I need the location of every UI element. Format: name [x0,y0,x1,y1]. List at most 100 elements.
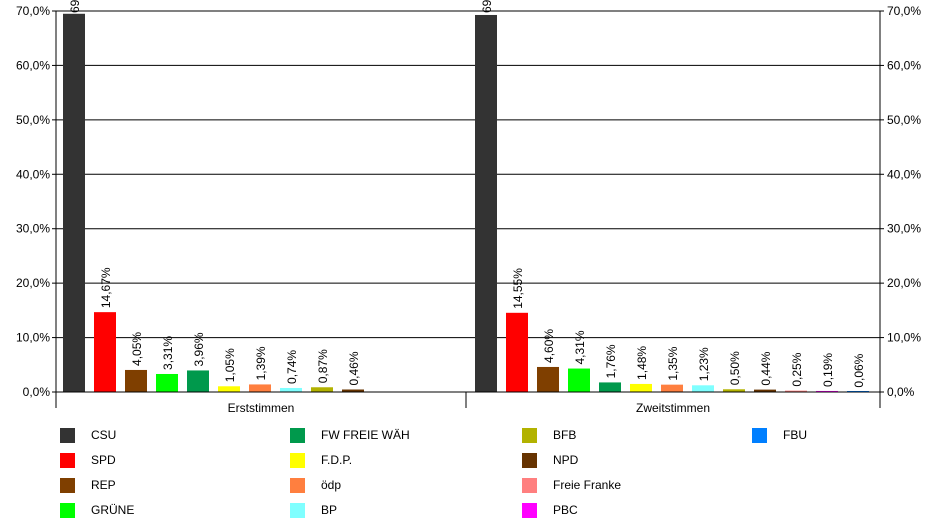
bar-0-3 [156,373,178,392]
legend-label: PBC [553,503,578,517]
bar-0-0 [63,13,85,393]
data-label: 14,55% [511,268,525,309]
data-label: 0,87% [316,349,330,383]
legend-swatch [290,502,305,518]
y-tick-label-left: 70,0% [16,4,50,18]
data-label: 0,25% [790,352,804,386]
data-label: 0,06% [852,353,866,387]
legend-label: CSU [91,428,117,442]
bar-1-8 [723,389,745,392]
legend-item: FW FREIE WÄH [290,426,410,444]
data-label: 4,60% [542,329,556,363]
axes [52,10,884,408]
legend-item: PBC [522,501,578,519]
legend-item: REP [60,476,116,494]
bar-0-7 [280,387,302,392]
legend-label: F.D.P. [321,453,353,467]
legend-item: F.D.P. [290,451,352,469]
data-label: 69,49% [68,0,82,13]
y-tick-label-left: 20,0% [16,276,50,290]
legend-swatch [522,477,537,493]
legend-label: BP [321,503,338,517]
bar-1-1 [506,312,528,392]
data-label: 69,27% [480,0,494,13]
labels: 0,0% 0,0% 10,0% 10,0% 20,0% 20,0% 30,0% 30,0% 40… [16,0,921,415]
legend-swatch [60,452,75,468]
legend-item: NPD [522,451,578,469]
data-label: 0,46% [347,351,361,385]
y-tick-label-right: 10,0% [887,331,921,345]
legend-item: GRÜNE [60,501,134,519]
legend-item: CSU [60,426,116,444]
bar-1-6 [661,384,683,392]
bar-1-4 [599,382,621,392]
bar-1-7 [692,385,714,392]
legend-swatch [60,427,75,443]
bar-1-11 [816,390,838,392]
data-label: 0,74% [285,350,299,384]
data-label: 1,76% [604,344,618,378]
bar-1-3 [568,368,590,392]
data-label: 4,31% [573,330,587,364]
data-label: 1,05% [223,348,237,382]
data-label: 0,19% [821,353,835,387]
legend-item: BP [290,501,337,519]
legend: CSU SPD REP GRÜNE FW FREIE WÄH F.D.P. ödp BP BFB… [0,418,938,530]
bar-0-9 [342,389,364,392]
y-tick-label-right: 60,0% [887,58,921,72]
legend-item: FBU [752,426,807,444]
bar-0-4 [187,370,209,392]
y-tick-label-right: 40,0% [887,167,921,181]
legend-item: BFB [522,426,576,444]
legend-label: FBU [783,428,807,442]
bar-1-0 [475,14,497,392]
election-bar-chart: 0,0% 0,0% 10,0% 10,0% 20,0% 20,0% 30,0% 30,0% 40… [16,0,921,415]
legend-swatch [752,427,767,443]
data-label: 0,44% [759,351,773,385]
legend-item: Freie Franke [522,476,621,494]
legend-label: ödp [321,478,342,492]
data-label: 3,31% [161,336,175,370]
data-label: 4,05% [130,332,144,366]
legend-swatch [290,427,305,443]
legend-swatch [60,477,75,493]
bars [63,13,869,393]
legend-swatch [522,427,537,443]
legend-label: GRÜNE [91,503,135,517]
data-label: 1,39% [254,346,268,380]
y-tick-label-right: 70,0% [887,4,921,18]
y-tick-label-left: 10,0% [16,331,50,345]
data-label: 1,48% [635,346,649,380]
data-label: 3,96% [192,332,206,366]
legend-label: REP [91,478,116,492]
bar-0-2 [125,369,147,392]
y-tick-label-left: 40,0% [16,167,50,181]
y-tick-label-right: 30,0% [887,222,921,236]
bar-1-2 [537,366,559,392]
bar-0-6 [249,384,271,392]
legend-label: BFB [553,428,577,442]
legend-swatch [522,452,537,468]
data-label: 0,50% [728,351,742,385]
y-tick-label-right: 50,0% [887,113,921,127]
legend-label: FW FREIE WÄH [321,428,410,442]
legend-swatch [522,502,537,518]
legend-label: Freie Franke [553,478,622,492]
bar-1-5 [630,383,652,392]
bar-0-5 [218,386,240,392]
legend-swatch [290,452,305,468]
bar-1-9 [754,389,776,392]
x-category-label: Erststimmen [228,401,295,415]
bar-1-10 [785,390,807,392]
x-category-label: Zweitstimmen [636,401,710,415]
legend-label: NPD [553,453,579,467]
legend-item: ödp [290,476,341,494]
gridlines [56,10,880,339]
y-tick-label-left: 50,0% [16,113,50,127]
y-tick-label-left: 60,0% [16,58,50,72]
y-tick-label-right: 0,0% [887,385,915,399]
data-label: 14,67% [99,267,113,308]
y-tick-label-left: 30,0% [16,222,50,236]
legend-item: SPD [60,451,116,469]
y-tick-label-left: 0,0% [23,385,51,399]
